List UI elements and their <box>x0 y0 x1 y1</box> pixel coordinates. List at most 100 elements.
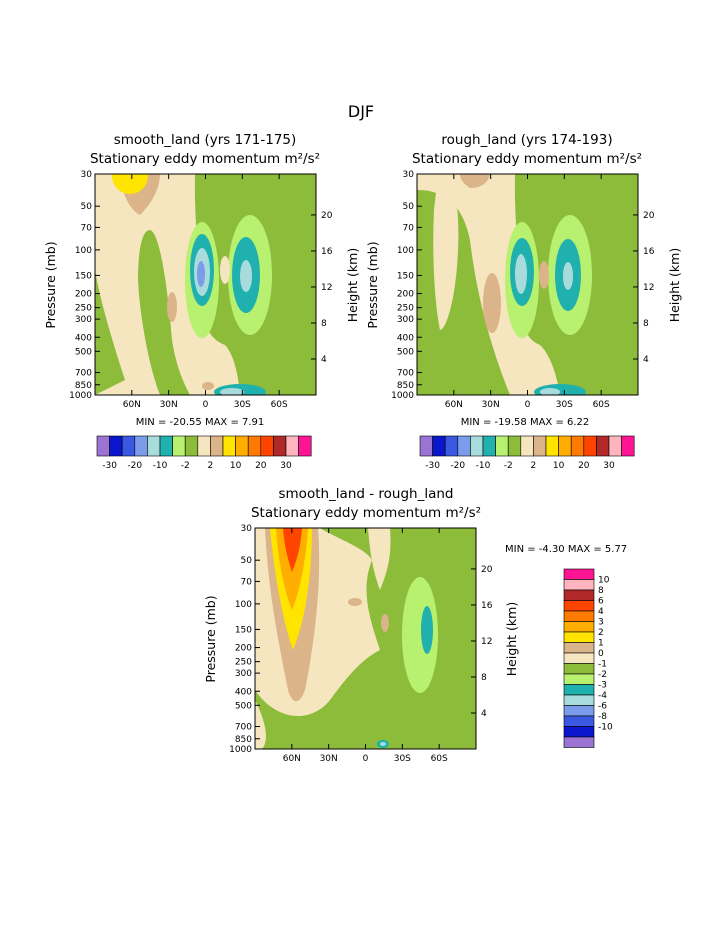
pressure-tick-label: 250 <box>75 304 92 314</box>
contour-pale-bottom <box>540 388 560 395</box>
colorbar-box <box>563 579 595 591</box>
height-tick-label: 16 <box>643 247 655 257</box>
lat-tick-label: 60N <box>445 400 463 410</box>
colorbar-box <box>247 435 262 457</box>
contour-pale-2 <box>563 262 573 290</box>
colorbar-box <box>285 435 299 457</box>
lat-tick-label: 30N <box>320 754 338 764</box>
lat-tick-label: 60N <box>123 400 141 410</box>
lat-tick-label: 0 <box>525 400 531 410</box>
panel-rough-title: rough_land (yrs 174-193) <box>441 132 612 148</box>
colorbar-box <box>563 736 595 748</box>
colorbar-box <box>533 435 547 457</box>
panel-smooth: smooth_land (yrs 171-175) Stationary edd… <box>43 132 360 471</box>
colorbar-label: -1 <box>598 660 607 670</box>
height-tick-label: 20 <box>643 211 655 221</box>
colorbar-label: 1 <box>598 639 604 649</box>
panel-rough: rough_land (yrs 174-193) Stationary eddy… <box>365 132 682 471</box>
colorbar-label: -4 <box>598 691 607 701</box>
height-tick-label: 4 <box>481 709 487 719</box>
height-tick-label: 8 <box>481 673 487 683</box>
contour-cream-gap <box>220 256 230 284</box>
colorbar-box <box>563 642 595 654</box>
colorbar-box <box>235 435 249 457</box>
colorbar-box <box>109 435 123 457</box>
colorbar-box <box>172 435 186 457</box>
pressure-tick-label: 400 <box>75 333 92 343</box>
contour-tan-spot <box>348 598 362 606</box>
colorbar-box <box>134 435 148 457</box>
colorbar-box <box>563 684 595 696</box>
panel-rough-minmax: MIN = -19.58 MAX = 6.22 <box>461 417 590 428</box>
contour-blue-1 <box>197 261 205 287</box>
height-tick-label: 4 <box>643 355 649 365</box>
pressure-tick-label: 400 <box>235 687 252 697</box>
contour-tan-spot-2 <box>381 614 389 632</box>
colorbar-label: -2 <box>181 461 190 471</box>
colorbar-box <box>583 435 597 457</box>
colorbar-box <box>563 726 595 738</box>
colorbar-box <box>520 435 534 457</box>
colorbar-box <box>121 435 136 457</box>
contour-pale-bottom <box>220 388 244 395</box>
pressure-tick-label: 1000 <box>391 391 414 401</box>
panel-rough-colorbar: -30 -20 -10 -2 2 10 20 30 <box>419 435 635 471</box>
pressure-tick-label: 50 <box>241 556 253 566</box>
pressure-tick-label: 30 <box>81 170 93 180</box>
colorbar-label: -10 <box>153 461 168 471</box>
panel-diff-subtitle: Stationary eddy momentum m²/s² <box>251 505 481 521</box>
colorbar-box <box>470 435 484 457</box>
contour-green-edge <box>95 270 125 395</box>
panel-rough-subtitle: Stationary eddy momentum m²/s² <box>412 151 642 167</box>
colorbar-box <box>507 435 522 457</box>
contour-lightgreen <box>402 577 438 693</box>
colorbar-label: 8 <box>598 586 604 596</box>
contour-pale-bottom <box>380 742 386 746</box>
panel-rough-ylabel-right: Height (km) <box>667 248 682 322</box>
pressure-tick-label: 1000 <box>229 745 252 755</box>
colorbar-box <box>159 435 173 457</box>
pressure-tick-label: 300 <box>75 315 92 325</box>
colorbar-label: -3 <box>598 681 607 691</box>
lat-tick-label: 0 <box>363 754 369 764</box>
colorbar-label: -20 <box>127 461 142 471</box>
colorbar-label: 20 <box>255 461 267 471</box>
colorbar-box <box>457 435 471 457</box>
colorbar-box <box>197 435 211 457</box>
panel-diff-field <box>255 528 476 749</box>
pressure-tick-label: 30 <box>403 170 415 180</box>
height-tick-label: 4 <box>321 355 327 365</box>
colorbar-label: 30 <box>280 461 292 471</box>
pressure-tick-label: 100 <box>397 246 414 256</box>
pressure-tick-label: 850 <box>397 381 414 391</box>
lat-tick-label: 30S <box>234 400 251 410</box>
colorbar-box <box>563 715 595 727</box>
pressure-tick-label: 150 <box>397 271 414 281</box>
colorbar-box <box>298 435 312 457</box>
colorbar-label: 2 <box>531 461 537 471</box>
pressure-tick-label: 30 <box>241 524 253 534</box>
pressure-tick-label: 300 <box>397 315 414 325</box>
panel-rough-ylabel: Pressure (mb) <box>365 241 380 328</box>
contour-tan-bottom <box>202 382 214 390</box>
contour-red <box>283 528 302 572</box>
colorbar-box <box>563 673 595 685</box>
contour-pale-2 <box>240 260 252 292</box>
panel-smooth-subtitle: Stationary eddy momentum m²/s² <box>90 151 320 167</box>
pressure-tick-label: 700 <box>235 723 252 733</box>
colorbar-label: 30 <box>603 461 615 471</box>
colorbar-box <box>210 435 224 457</box>
colorbar-label: -10 <box>476 461 491 471</box>
colorbar-label: -30 <box>425 461 440 471</box>
colorbar-box <box>222 435 236 457</box>
pressure-tick-label: 500 <box>75 347 92 357</box>
pressure-tick-label: 200 <box>235 644 252 654</box>
colorbar-box <box>184 435 199 457</box>
colorbar-box <box>432 435 446 457</box>
panel-smooth-ylabel-right: Height (km) <box>345 248 360 322</box>
colorbar-box <box>495 435 509 457</box>
contour-tan-mid <box>167 292 177 322</box>
colorbar-box <box>563 600 595 612</box>
height-tick-label: 8 <box>321 319 327 329</box>
